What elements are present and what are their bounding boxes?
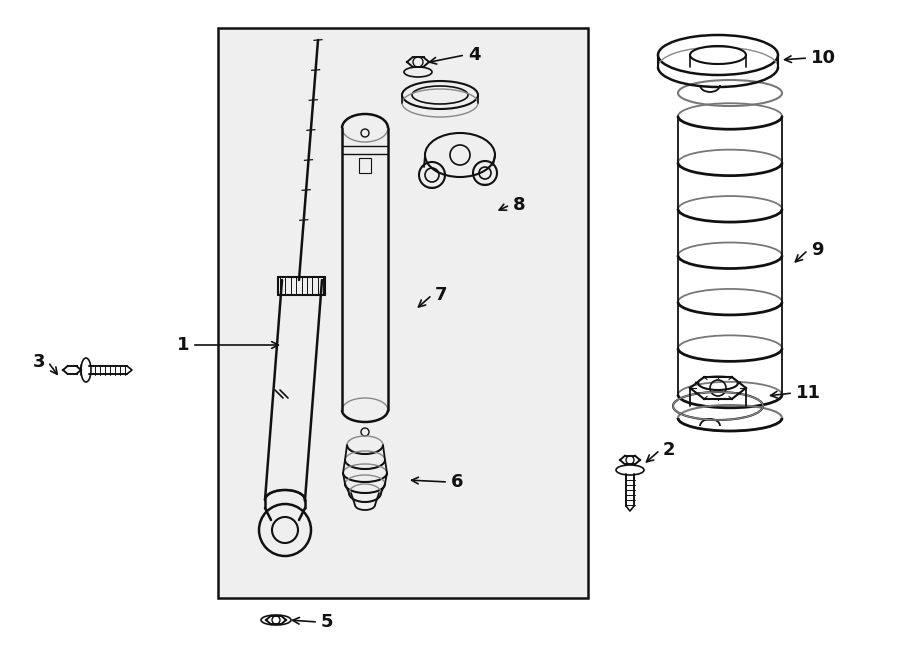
Text: 2: 2 <box>663 441 676 459</box>
Bar <box>218 28 588 598</box>
Text: 5: 5 <box>321 613 334 631</box>
Text: 3: 3 <box>32 353 45 371</box>
Text: 10: 10 <box>811 49 836 67</box>
Text: 1: 1 <box>176 336 189 354</box>
Text: 8: 8 <box>513 196 526 214</box>
Text: 9: 9 <box>811 241 824 259</box>
Bar <box>359 158 371 173</box>
Text: 4: 4 <box>468 46 481 64</box>
Text: 7: 7 <box>435 286 447 304</box>
Text: 11: 11 <box>796 384 821 402</box>
Text: 6: 6 <box>451 473 464 491</box>
